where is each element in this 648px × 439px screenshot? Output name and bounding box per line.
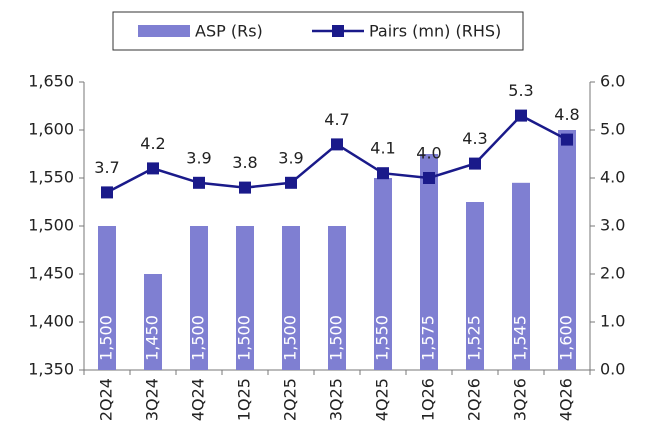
line-value-label: 4.2 xyxy=(140,134,165,153)
line-marker xyxy=(239,181,251,194)
x-tick-label: 4Q26 xyxy=(557,378,576,421)
bar-value-label: 1,550 xyxy=(373,315,392,361)
line-value-label: 5.3 xyxy=(508,81,533,100)
x-tick-label: 3Q25 xyxy=(327,378,346,421)
y-tick-label: 1,600 xyxy=(28,120,74,139)
legend-swatch xyxy=(138,25,190,37)
y-tick-label: 1,450 xyxy=(28,264,74,283)
line-marker xyxy=(469,157,481,170)
bar-value-label: 1,500 xyxy=(189,315,208,361)
bar-value-label: 1,545 xyxy=(511,315,530,361)
line-marker xyxy=(285,176,297,189)
y2-tick-label: 3.0 xyxy=(600,216,625,235)
line-marker xyxy=(377,167,389,180)
line-value-label: 3.9 xyxy=(186,148,211,167)
y2-tick-label: 4.0 xyxy=(600,168,625,187)
bar xyxy=(420,154,438,370)
line-value-label: 3.7 xyxy=(94,158,119,177)
bar-value-label: 1,500 xyxy=(235,315,254,361)
y-tick-label: 1,500 xyxy=(28,216,74,235)
bar xyxy=(144,274,162,370)
legend-label: Pairs (mn) (RHS) xyxy=(369,22,501,41)
x-tick-label: 3Q26 xyxy=(511,378,530,421)
legend-label: ASP (Rs) xyxy=(195,22,263,41)
line-value-label: 4.1 xyxy=(370,139,395,158)
bar xyxy=(374,178,392,370)
bar-value-label: 1,450 xyxy=(143,315,162,361)
y2-tick-label: 2.0 xyxy=(600,264,625,283)
bar xyxy=(236,226,254,370)
y-tick-label: 1,550 xyxy=(28,168,74,187)
bar-value-label: 1,500 xyxy=(327,315,346,361)
bar xyxy=(282,226,300,370)
bar xyxy=(190,226,208,370)
line-marker xyxy=(515,109,527,122)
line-value-label: 4.7 xyxy=(324,110,349,129)
x-tick-label: 4Q25 xyxy=(373,378,392,421)
y2-tick-label: 6.0 xyxy=(600,72,625,91)
line-marker xyxy=(147,162,159,175)
line-marker xyxy=(193,176,205,189)
bar-value-label: 1,600 xyxy=(557,315,576,361)
y-tick-label: 1,650 xyxy=(28,72,74,91)
line-value-label: 3.8 xyxy=(232,153,257,172)
line-marker xyxy=(101,186,113,199)
x-tick-label: 1Q26 xyxy=(419,378,438,421)
x-tick-label: 2Q26 xyxy=(465,378,484,421)
y-tick-label: 1,400 xyxy=(28,312,74,331)
legend-swatch xyxy=(332,25,344,37)
line-value-label: 4.3 xyxy=(462,129,487,148)
bar xyxy=(512,182,530,370)
x-tick-label: 3Q24 xyxy=(143,378,162,421)
bar xyxy=(328,226,346,370)
legend-box xyxy=(112,11,524,51)
x-tick-label: 1Q25 xyxy=(235,378,254,421)
line-value-label: 4.8 xyxy=(554,105,579,124)
bar-value-label: 1,500 xyxy=(281,315,300,361)
bar-value-label: 1,500 xyxy=(97,315,116,361)
y2-tick-label: 5.0 xyxy=(600,120,625,139)
line-value-label: 3.9 xyxy=(278,148,303,167)
bar xyxy=(98,226,116,370)
bar xyxy=(558,130,576,370)
line-value-label: 4.0 xyxy=(416,144,441,163)
y-tick-label: 1,350 xyxy=(28,360,74,379)
x-tick-label: 2Q24 xyxy=(97,378,116,421)
y2-tick-label: 0.0 xyxy=(600,360,625,379)
line-marker xyxy=(423,172,435,184)
bar-value-label: 1,575 xyxy=(419,315,438,361)
line-marker xyxy=(331,138,343,151)
line-marker xyxy=(561,133,573,146)
x-tick-label: 4Q24 xyxy=(189,378,208,421)
x-tick-label: 2Q25 xyxy=(281,378,300,421)
bar xyxy=(466,202,484,370)
bar-value-label: 1,525 xyxy=(465,315,484,361)
y2-tick-label: 1.0 xyxy=(600,312,625,331)
